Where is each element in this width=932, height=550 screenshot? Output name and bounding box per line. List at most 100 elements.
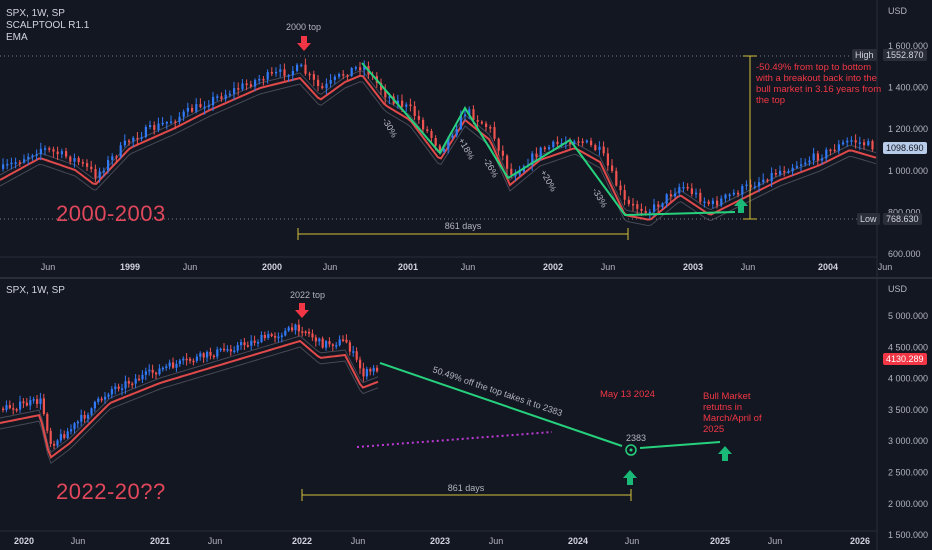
symbol-label[interactable]: SPX, 1W, SP xyxy=(6,8,65,19)
candle xyxy=(287,327,290,331)
price-tick-label: 4 500.000 xyxy=(888,342,928,352)
candle xyxy=(23,159,26,163)
candle xyxy=(325,341,328,348)
candle xyxy=(151,369,154,373)
candle xyxy=(73,158,76,162)
candle xyxy=(640,208,643,211)
candle xyxy=(405,104,408,107)
top-chart-canvas[interactable]: USD 1 600.000 1 400.000 1 200.000 1 000.000 8… xyxy=(0,0,932,278)
candle xyxy=(585,140,588,143)
candle xyxy=(237,88,240,90)
pane-divider[interactable] xyxy=(0,277,932,279)
candle xyxy=(632,203,635,206)
candle xyxy=(514,174,517,177)
candle xyxy=(207,105,210,107)
candle xyxy=(250,340,253,346)
candle xyxy=(598,146,601,151)
candle xyxy=(127,381,130,384)
candle xyxy=(443,148,446,152)
candle xyxy=(262,78,265,81)
candle xyxy=(69,156,72,162)
candle xyxy=(842,142,845,145)
candle xyxy=(270,334,273,337)
candle xyxy=(170,121,173,123)
indicator-ema-label[interactable]: EMA xyxy=(6,32,28,43)
indicator-scalptool-label[interactable]: SCALPTOOL R1.1 xyxy=(6,20,90,31)
candle xyxy=(236,345,239,351)
bull-market-note[interactable]: Bull Market retutns in March/April of 20… xyxy=(703,391,762,435)
candle xyxy=(506,155,509,169)
candle xyxy=(468,109,471,115)
candle xyxy=(615,170,618,186)
candle xyxy=(257,342,260,344)
candle xyxy=(745,184,748,187)
candle xyxy=(245,83,248,85)
low-label-tag: Low xyxy=(857,213,880,225)
candle xyxy=(535,153,538,158)
candle xyxy=(56,440,59,446)
ema-line xyxy=(0,339,379,459)
target-circle xyxy=(625,444,637,456)
candle xyxy=(699,192,702,202)
candle xyxy=(338,74,341,77)
candle xyxy=(657,204,660,207)
date-note[interactable]: May 13 2024 xyxy=(600,389,655,400)
candle xyxy=(46,413,49,431)
top-annotation: 2022 top xyxy=(290,290,325,300)
candle xyxy=(434,138,437,146)
symbol-label[interactable]: SPX, 1W, SP xyxy=(6,285,65,296)
price-tick-label: 1 500.000 xyxy=(888,530,928,540)
time-tick-label: Jun xyxy=(323,262,338,272)
period-label: 2022-20?? xyxy=(56,479,166,504)
candle xyxy=(158,368,161,375)
candle xyxy=(283,69,286,76)
candle xyxy=(329,79,332,84)
candle xyxy=(749,184,752,188)
target-dot xyxy=(629,448,633,452)
candle xyxy=(619,185,622,191)
candle xyxy=(560,143,563,145)
candle xyxy=(10,162,13,165)
candle xyxy=(774,172,777,175)
candle xyxy=(90,408,93,415)
time-tick-label: Jun xyxy=(41,262,56,272)
chart-pane-2000-2003[interactable]: USD 1 600.000 1 400.000 1 200.000 1 000.000 8… xyxy=(0,0,932,278)
candle xyxy=(117,386,120,389)
candle xyxy=(854,140,857,143)
candle xyxy=(134,378,137,384)
low-value-tag: 768.630 xyxy=(883,213,922,225)
candle xyxy=(5,405,8,410)
time-tick-label: 2001 xyxy=(398,262,418,272)
candle xyxy=(363,65,366,71)
candle xyxy=(149,125,152,128)
candle xyxy=(157,123,160,130)
bottom-chart-canvas[interactable]: USD 5 000.000 4 500.000 4 000.000 3 500.000 3… xyxy=(0,279,932,550)
candle xyxy=(93,401,96,409)
chart-pane-2022[interactable]: USD 5 000.000 4 500.000 4 000.000 3 500.000 3… xyxy=(0,279,932,550)
candle xyxy=(355,351,358,360)
candle xyxy=(703,201,706,204)
candle xyxy=(728,194,731,197)
candle xyxy=(350,68,353,76)
projection-arrow xyxy=(623,470,637,485)
candle xyxy=(294,324,297,331)
candle xyxy=(653,204,656,212)
candle xyxy=(104,396,107,400)
candle xyxy=(94,168,97,178)
candle xyxy=(409,104,412,107)
candle xyxy=(816,153,819,161)
candle xyxy=(648,211,651,214)
candle xyxy=(669,194,672,197)
candle xyxy=(233,88,236,94)
candle xyxy=(480,121,483,124)
price-tick-label: 3 000.000 xyxy=(888,436,928,446)
target-label: 2383 xyxy=(626,433,646,443)
candle xyxy=(119,145,122,157)
drawdown-note[interactable]: -50.49% from top to bottom with a breako… xyxy=(756,62,882,106)
candle xyxy=(388,96,391,98)
price-tick-label: 2 000.000 xyxy=(888,499,928,509)
candle xyxy=(206,351,209,358)
candle xyxy=(226,349,229,351)
top-legend: SPX, 1W, SP SCALPTOOL R1.1 EMA xyxy=(6,8,89,44)
days-label: 861 days xyxy=(445,221,482,231)
